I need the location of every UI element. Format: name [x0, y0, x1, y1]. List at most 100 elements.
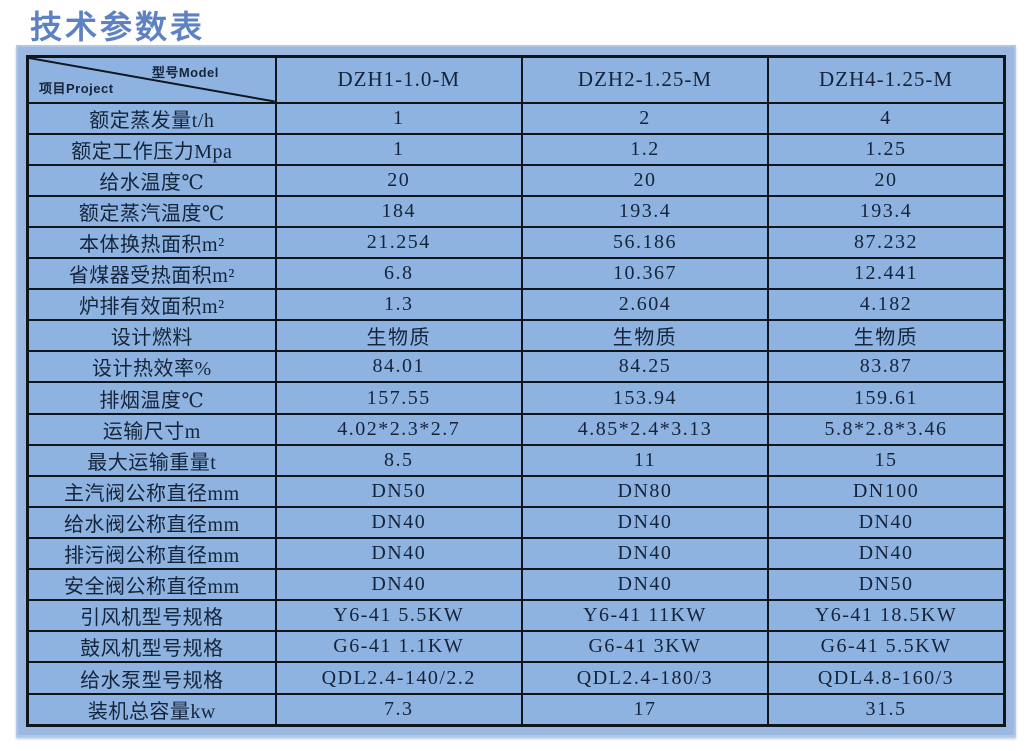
row-value: DN50 [767, 568, 1006, 602]
row-value: 6.8 [274, 257, 523, 291]
row-label: 鼓风机型号规格 [26, 630, 277, 664]
row-label: 额定蒸汽温度℃ [26, 194, 277, 228]
page-title: 技术参数表 [30, 9, 206, 45]
row-value: DN40 [274, 537, 523, 571]
row-label: 额定蒸发量t/h [26, 101, 277, 135]
table-row: 鼓风机型号规格 G6-41 1.1KW G6-41 3KW G6-41 5.5KW [26, 630, 1006, 664]
row-value: DN40 [520, 505, 770, 540]
row-value: 7.3 [274, 692, 523, 727]
row-value: Y6-41 18.5KW [767, 599, 1006, 633]
row-label: 炉排有效面积m² [26, 288, 277, 322]
row-value: 31.5 [767, 692, 1006, 727]
row-value: 1 [274, 101, 523, 135]
row-value: 159.61 [767, 381, 1006, 415]
row-value: G6-41 5.5KW [767, 630, 1006, 664]
row-value: 15 [767, 443, 1006, 477]
row-label: 引风机型号规格 [26, 599, 277, 633]
row-value: DN80 [520, 474, 770, 508]
row-label: 设计热效率% [26, 350, 277, 384]
row-value: DN40 [274, 568, 523, 602]
row-value: 193.4 [767, 194, 1006, 228]
row-value: 21.254 [274, 225, 523, 260]
table-row: 设计热效率% 84.01 84.25 83.87 [26, 350, 1006, 384]
row-value: Y6-41 5.5KW [274, 599, 523, 633]
corner-label-model: 型号Model [151, 65, 219, 80]
table-row: 排污阀公称直径mm DN40 DN40 DN40 [26, 537, 1006, 571]
row-value: 5.8*2.8*3.46 [767, 412, 1006, 446]
row-value: 2 [520, 101, 770, 135]
row-label: 主汽阀公称直径mm [26, 474, 277, 508]
row-value: 84.25 [520, 350, 770, 384]
table-row: 排烟温度℃ 157.55 153.94 159.61 [26, 381, 1006, 415]
row-value: DN40 [767, 537, 1006, 571]
row-value: 4.02*2.3*2.7 [274, 412, 523, 446]
table-row: 主汽阀公称直径mm DN50 DN80 DN100 [26, 474, 1006, 508]
row-value: 83.87 [767, 350, 1006, 384]
row-value: 1.2 [520, 132, 770, 166]
diagonal-divider [29, 58, 275, 102]
row-value: 193.4 [520, 194, 770, 228]
column-header-model-1: DZH1-1.0-M [274, 55, 523, 104]
row-value: 生物质 [274, 319, 523, 353]
corner-header-cell: 型号Model 项目Project [26, 55, 277, 104]
table-row: 最大运输重量t 8.5 11 15 [26, 443, 1006, 477]
row-label: 给水阀公称直径mm [26, 505, 277, 540]
table-background-panel: 型号Model 项目Project DZH1-1.0-M DZH2-1.25-M… [16, 45, 1016, 737]
row-value: 20 [274, 163, 523, 197]
table-row: 引风机型号规格 Y6-41 5.5KW Y6-41 11KW Y6-41 18.5KW [26, 599, 1006, 633]
row-label: 额定工作压力Mpa [26, 132, 277, 166]
row-value: 17 [520, 692, 770, 727]
row-value: 8.5 [274, 443, 523, 477]
row-value: 生物质 [767, 319, 1006, 353]
row-label: 安全阀公称直径mm [26, 568, 277, 602]
row-label: 运输尺寸m [26, 412, 277, 446]
row-value: 1.3 [274, 288, 523, 322]
row-value: 184 [274, 194, 523, 228]
table-body: 额定蒸发量t/h 1 2 4 额定工作压力Mpa 1 1.2 1.25 给水温度℃ 20 20 20 额… [26, 101, 1006, 727]
row-label: 给水泵型号规格 [26, 661, 277, 695]
row-value: 4.85*2.4*3.13 [520, 412, 770, 446]
table-row: 本体换热面积m² 21.254 56.186 87.232 [26, 225, 1006, 260]
corner-label-project: 项目Project [39, 80, 114, 96]
row-value: QDL2.4-140/2.2 [274, 661, 523, 695]
row-value: 4 [767, 101, 1006, 135]
row-label: 本体换热面积m² [26, 225, 277, 260]
row-label: 省煤器受热面积m² [26, 257, 277, 291]
row-value: 10.367 [520, 257, 770, 291]
row-value: 11 [520, 443, 770, 477]
column-header-model-2: DZH2-1.25-M [520, 55, 770, 104]
table-row: 给水阀公称直径mm DN40 DN40 DN40 [26, 505, 1006, 540]
table-row: 省煤器受热面积m² 6.8 10.367 12.441 [26, 257, 1006, 291]
table-row: 额定工作压力Mpa 1 1.2 1.25 [26, 132, 1006, 166]
row-value: G6-41 1.1KW [274, 630, 523, 664]
row-value: 87.232 [767, 225, 1006, 260]
row-value: 1 [274, 132, 523, 166]
row-value: G6-41 3KW [520, 630, 770, 664]
row-value: DN40 [767, 505, 1006, 540]
row-label: 最大运输重量t [26, 443, 277, 477]
row-value: 2.604 [520, 288, 770, 322]
table-row: 给水温度℃ 20 20 20 [26, 163, 1006, 197]
technical-parameters-table: 型号Model 项目Project DZH1-1.0-M DZH2-1.25-M… [26, 55, 1006, 727]
table-row: 安全阀公称直径mm DN40 DN40 DN50 [26, 568, 1006, 602]
row-value: 12.441 [767, 257, 1006, 291]
row-value: 56.186 [520, 225, 770, 260]
table-header-row: 型号Model 项目Project DZH1-1.0-M DZH2-1.25-M… [26, 55, 1006, 104]
row-value: 生物质 [520, 319, 770, 353]
row-label: 给水温度℃ [26, 163, 277, 197]
table-row: 额定蒸汽温度℃ 184 193.4 193.4 [26, 194, 1006, 228]
row-label: 排烟温度℃ [26, 381, 277, 415]
row-value: 84.01 [274, 350, 523, 384]
row-label: 排污阀公称直径mm [26, 537, 277, 571]
row-value: 20 [767, 163, 1006, 197]
table-row: 炉排有效面积m² 1.3 2.604 4.182 [26, 288, 1006, 322]
table-row: 设计燃料 生物质 生物质 生物质 [26, 319, 1006, 353]
row-value: 20 [520, 163, 770, 197]
row-value: DN40 [520, 537, 770, 571]
row-value: 157.55 [274, 381, 523, 415]
table-row: 装机总容量kw 7.3 17 31.5 [26, 692, 1006, 727]
row-value: DN100 [767, 474, 1006, 508]
row-label: 设计燃料 [26, 319, 277, 353]
row-value: DN50 [274, 474, 523, 508]
row-label: 装机总容量kw [26, 692, 277, 727]
